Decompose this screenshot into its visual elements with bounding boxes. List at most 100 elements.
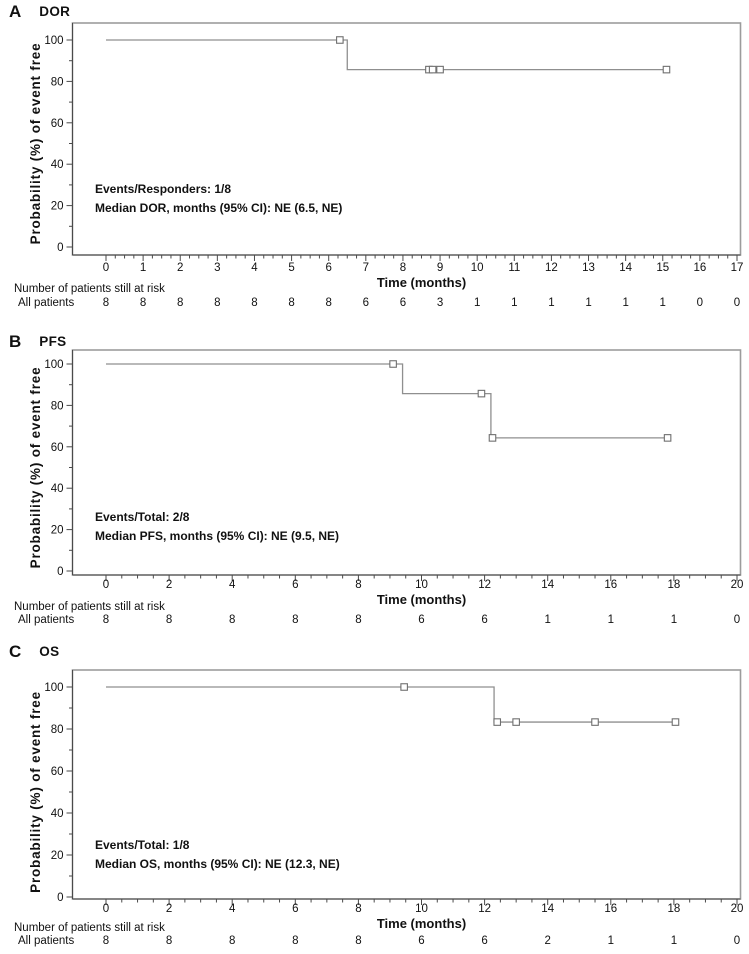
x-tick-label: 6: [292, 579, 298, 591]
y-tick-label: 100: [44, 359, 63, 371]
x-tick-label: 2: [166, 903, 172, 915]
x-tick-label: 16: [604, 903, 617, 915]
risk-value: 1: [608, 935, 614, 947]
annotation-line: Events/Total: 2/8: [95, 510, 190, 524]
y-tick-label: 60: [51, 118, 64, 130]
x-tick-label: 12: [545, 262, 558, 274]
risk-value: 8: [214, 297, 220, 309]
risk-value: 1: [660, 297, 666, 309]
censor-mark: [671, 718, 680, 726]
risk-value: 6: [400, 297, 406, 309]
x-tick-label: 20: [731, 903, 744, 915]
x-tick-label: 8: [355, 579, 361, 591]
risk-table-title: Number of patients still at risk: [14, 283, 165, 295]
y-axis-title: Probability (%) of event free: [28, 691, 43, 893]
annotation: Events/Responders: 1/8 Median DOR, months…: [95, 182, 342, 215]
censor-mark: [389, 360, 397, 368]
y-axis: 0 20 40 60 80 100: [44, 35, 73, 254]
risk-value: 8: [229, 614, 235, 626]
x-tick-label: 8: [400, 262, 406, 274]
risk-value: 8: [103, 935, 109, 947]
panel-title: OS: [39, 644, 60, 659]
y-axis-title: Probability (%) of event free: [28, 367, 43, 569]
annotation-line: Median OS, months (95% CI): NE (12.3, NE…: [95, 857, 340, 871]
x-tick-label: 14: [541, 579, 554, 591]
annotation-line: Median DOR, months (95% CI): NE (6.5, NE…: [95, 201, 342, 215]
censor-mark: [428, 65, 437, 74]
risk-value: 1: [671, 935, 677, 947]
censor-mark: [400, 683, 408, 691]
risk-value: 0: [734, 614, 740, 626]
y-tick-label: 40: [51, 483, 64, 495]
x-tick-label: 1: [140, 262, 146, 274]
panel-pfs-header: B PFS: [9, 332, 66, 352]
panel-title: PFS: [39, 334, 67, 349]
risk-row-label: All patients: [18, 935, 75, 947]
risk-value: 8: [326, 297, 332, 309]
panel-os-header: C OS: [9, 642, 59, 662]
y-tick-label: 80: [51, 724, 64, 736]
x-tick-label: 7: [363, 262, 369, 274]
risk-value: 8: [229, 935, 235, 947]
risk-value: 6: [418, 614, 424, 626]
risk-value: 8: [166, 614, 172, 626]
risk-value: 8: [288, 297, 294, 309]
y-tick-label: 0: [57, 242, 63, 254]
y-tick-label: 20: [51, 850, 64, 862]
risk-value: 6: [481, 614, 487, 626]
risk-value: 8: [177, 297, 183, 309]
x-axis: 0 1 2 3 4 5 6 7 8 9 10 11 12 13 14 15 16 17: [103, 255, 744, 274]
y-tick-label: 100: [44, 682, 63, 694]
panel-letter: A: [9, 2, 22, 21]
x-tick-label: 6: [326, 262, 332, 274]
y-tick-label: 80: [51, 400, 64, 412]
risk-value: 2: [544, 935, 550, 947]
risk-value: 8: [292, 614, 298, 626]
x-tick-label: 16: [604, 579, 617, 591]
x-axis-title: Time (months): [377, 592, 466, 607]
x-tick-label: 10: [471, 262, 484, 274]
risk-value: 1: [622, 297, 628, 309]
x-tick-label: 11: [508, 262, 520, 274]
risk-value: 8: [251, 297, 257, 309]
risk-value: 0: [734, 935, 740, 947]
km-curve: [106, 363, 668, 439]
y-tick-label: 20: [51, 525, 64, 537]
risk-value: 1: [474, 297, 480, 309]
x-tick-label: 10: [415, 903, 428, 915]
x-tick-label: 10: [415, 579, 428, 591]
censor-mark: [477, 389, 486, 398]
risk-value: 8: [292, 935, 298, 947]
x-tick-label: 12: [478, 903, 491, 915]
censor-mark: [436, 65, 444, 74]
risk-value: 6: [363, 297, 369, 309]
censor-mark: [663, 434, 672, 442]
risk-value: 8: [103, 614, 109, 626]
risk-value: 0: [734, 297, 740, 309]
risk-value: 3: [437, 297, 443, 309]
risk-value: 8: [355, 614, 361, 626]
risk-row-label: All patients: [18, 297, 75, 309]
risk-table-title: Number of patients still at risk: [14, 922, 165, 934]
censor-mark: [591, 718, 599, 726]
panel-pfs: B PFS 0 20 40 60 80 100 0 2 4 6 8 10 12 14 16 18 20 Time (…: [0, 330, 749, 640]
annotation-line: Median PFS, months (95% CI): NE (9.5, NE…: [95, 529, 339, 543]
x-axis: 0 2 4 6 8 10 12 14 16 18 20: [103, 899, 744, 915]
x-tick-label: 3: [214, 262, 220, 274]
x-tick-label: 12: [478, 579, 491, 591]
x-tick-label: 14: [541, 903, 554, 915]
risk-value: 8: [103, 297, 109, 309]
x-tick-label: 18: [668, 903, 681, 915]
risk-value: 1: [511, 297, 517, 309]
x-tick-label: 17: [731, 262, 744, 274]
panel-os: C OS 0 20 40 60 80 100 0 2 4 6 8 10 12 14 16 18 20 Time (m…: [0, 640, 749, 954]
censor-mark: [336, 36, 344, 44]
risk-value: 1: [608, 614, 614, 626]
y-tick-label: 80: [51, 76, 64, 88]
